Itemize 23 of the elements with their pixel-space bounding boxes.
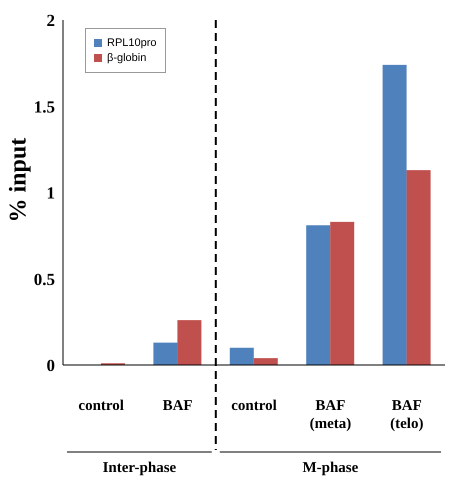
text: M-phase	[302, 460, 359, 476]
bar	[330, 222, 354, 365]
y-tick-label: 0	[46, 356, 55, 376]
text: Inter-phase	[102, 460, 177, 476]
x-tick-label: BAF	[162, 398, 193, 414]
x-tick-label: control	[78, 398, 124, 414]
y-tick-label: 2	[46, 11, 55, 30]
y-tick-label: 1	[46, 184, 55, 203]
x-tick-label: BAF (telo)	[390, 398, 424, 432]
bar	[153, 342, 178, 365]
bar	[382, 64, 407, 365]
y-tick-label: 0.5	[34, 270, 55, 289]
bar	[306, 225, 330, 365]
x-tick-label: control	[231, 398, 277, 414]
bar	[230, 348, 254, 365]
x-tick-label: BAF (meta)	[310, 398, 352, 432]
bar	[406, 170, 431, 365]
bar	[254, 358, 278, 365]
y-axis-title: % input	[6, 138, 32, 222]
bar	[177, 320, 202, 365]
legend-label: β-globin	[107, 52, 146, 64]
y-tick-label: 1.5	[34, 97, 55, 116]
legend-label: RPL10pro	[107, 37, 157, 49]
